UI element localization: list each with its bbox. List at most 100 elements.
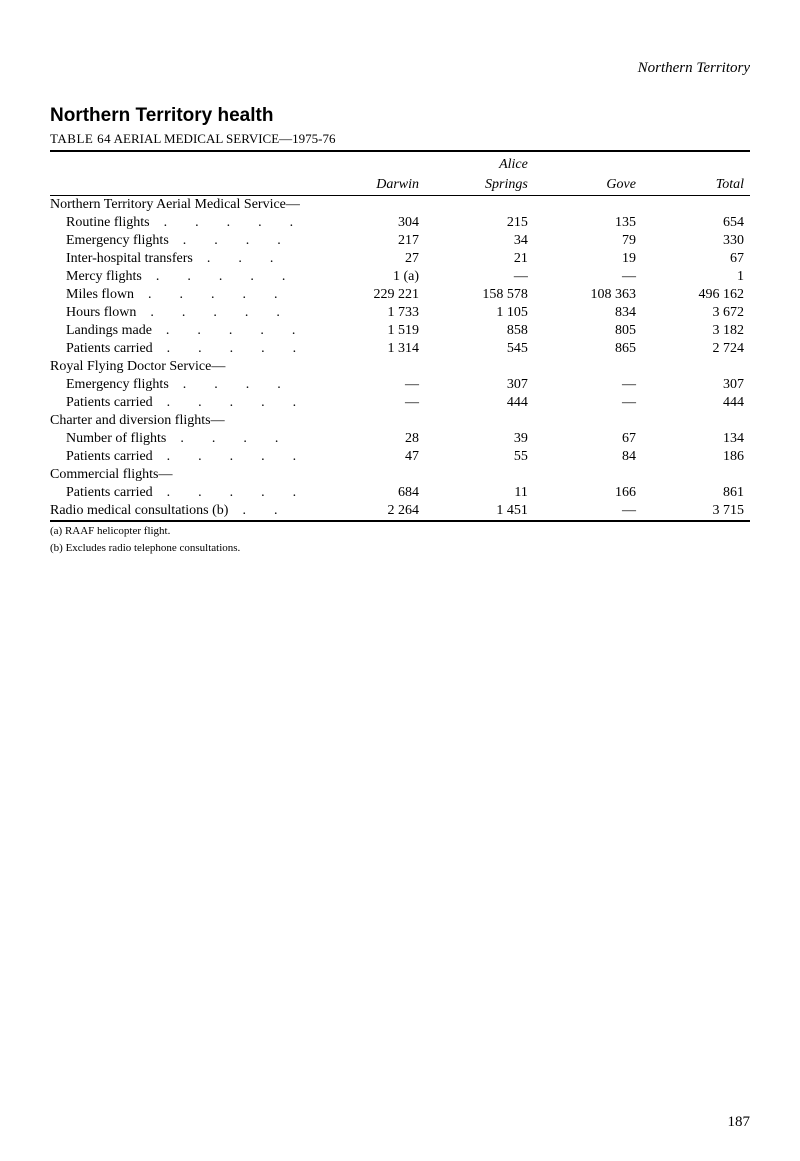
cell-total: 3 182 — [642, 322, 750, 340]
row-label: Patients carried . . . . . — [50, 448, 316, 466]
cell-alice: 11 — [425, 484, 534, 502]
table-row: Patients carried . . . . . 1 3145458652 … — [50, 340, 750, 358]
cell-alice: — — [425, 268, 534, 286]
cell-darwin: — — [316, 394, 425, 412]
table-row: Mercy flights . . . . . 1 (a)——1 — [50, 268, 750, 286]
table-number: TABLE 64 — [50, 131, 111, 146]
cell-gove: — — [534, 268, 642, 286]
cell-alice: 1 105 — [425, 304, 534, 322]
cell-total: 134 — [642, 430, 750, 448]
row-label: Emergency flights . . . . — [50, 376, 316, 394]
cell-gove: — — [534, 502, 642, 521]
cell-total: 3 672 — [642, 304, 750, 322]
row-label: Patients carried . . . . . — [50, 484, 316, 502]
cell-total: 307 — [642, 376, 750, 394]
table-body: Northern Territory Aerial Medical Servic… — [50, 196, 750, 522]
table-row: Routine flights . . . . . 304215135654 — [50, 214, 750, 232]
cell-total: 861 — [642, 484, 750, 502]
row-label: Inter-hospital transfers . . . — [50, 250, 316, 268]
cell-alice: 158 578 — [425, 286, 534, 304]
table-row: Number of flights . . . . 283967134 — [50, 430, 750, 448]
cell-darwin: 684 — [316, 484, 425, 502]
cell-darwin: 304 — [316, 214, 425, 232]
group-header: Commercial flights— — [50, 466, 750, 484]
group-header: Northern Territory Aerial Medical Servic… — [50, 196, 750, 215]
cell-gove: 805 — [534, 322, 642, 340]
col-head-alice-l1: Alice — [425, 155, 534, 175]
col-head-alice-l2: Springs — [425, 175, 534, 196]
cell-alice: 21 — [425, 250, 534, 268]
group-label: Commercial flights— — [50, 466, 750, 484]
section-title: Northern Territory health — [50, 105, 750, 127]
group-label: Northern Territory Aerial Medical Servic… — [50, 196, 750, 215]
table-row: Inter-hospital transfers . . . 27211967 — [50, 250, 750, 268]
table-row: Emergency flights . . . . —307—307 — [50, 376, 750, 394]
cell-total: 67 — [642, 250, 750, 268]
data-table: Alice Darwin Springs Gove Total Northern… — [50, 150, 750, 522]
cell-alice: 545 — [425, 340, 534, 358]
cell-gove: 108 363 — [534, 286, 642, 304]
row-label: Emergency flights . . . . — [50, 232, 316, 250]
col-head-stub-b — [50, 175, 316, 196]
col-head-total — [642, 155, 750, 175]
cell-darwin: 47 — [316, 448, 425, 466]
row-label: Routine flights . . . . . — [50, 214, 316, 232]
footnote: (a) RAAF helicopter flight. — [50, 524, 750, 539]
col-head-darwin — [316, 155, 425, 175]
col-head-stub — [50, 155, 316, 175]
row-label: Mercy flights . . . . . — [50, 268, 316, 286]
running-header: Northern Territory — [50, 60, 750, 77]
col-head-total-b: Total — [642, 175, 750, 196]
cell-alice: 307 — [425, 376, 534, 394]
col-head-gove — [534, 155, 642, 175]
page-number: 187 — [728, 1114, 751, 1131]
group-label: Charter and diversion flights— — [50, 412, 750, 430]
row-label: Hours flown . . . . . — [50, 304, 316, 322]
cell-gove: — — [534, 394, 642, 412]
footnotes: (a) RAAF helicopter flight. (b) Excludes … — [50, 524, 750, 556]
cell-gove: — — [534, 376, 642, 394]
cell-alice: 444 — [425, 394, 534, 412]
col-head-darwin-b: Darwin — [316, 175, 425, 196]
cell-darwin: 1 (a) — [316, 268, 425, 286]
cell-total: 654 — [642, 214, 750, 232]
cell-gove: 67 — [534, 430, 642, 448]
cell-gove: 84 — [534, 448, 642, 466]
row-label: Miles flown . . . . . — [50, 286, 316, 304]
row-label: Patients carried . . . . . — [50, 394, 316, 412]
cell-darwin: 2 264 — [316, 502, 425, 521]
cell-gove: 135 — [534, 214, 642, 232]
cell-alice: 34 — [425, 232, 534, 250]
cell-gove: 834 — [534, 304, 642, 322]
table-row: Radio medical consultations (b) . . 2 26… — [50, 502, 750, 521]
table-row: Emergency flights . . . . 2173479330 — [50, 232, 750, 250]
cell-darwin: 1 314 — [316, 340, 425, 358]
cell-gove: 19 — [534, 250, 642, 268]
group-header: Charter and diversion flights— — [50, 412, 750, 430]
cell-total: 2 724 — [642, 340, 750, 358]
row-label: Radio medical consultations (b) . . — [50, 502, 316, 521]
cell-alice: 858 — [425, 322, 534, 340]
cell-alice: 55 — [425, 448, 534, 466]
cell-darwin: 1 733 — [316, 304, 425, 322]
table-title: AERIAL MEDICAL SERVICE—1975-76 — [111, 131, 335, 146]
cell-alice: 1 451 — [425, 502, 534, 521]
cell-total: 1 — [642, 268, 750, 286]
cell-darwin: 1 519 — [316, 322, 425, 340]
cell-gove: 166 — [534, 484, 642, 502]
cell-alice: 215 — [425, 214, 534, 232]
cell-darwin: 217 — [316, 232, 425, 250]
footnote: (b) Excludes radio telephone consultatio… — [50, 541, 750, 556]
cell-gove: 865 — [534, 340, 642, 358]
table-row: Hours flown . . . . . 1 7331 1058343 672 — [50, 304, 750, 322]
cell-gove: 79 — [534, 232, 642, 250]
cell-total: 3 715 — [642, 502, 750, 521]
cell-alice: 39 — [425, 430, 534, 448]
table-row: Patients carried . . . . . 475584186 — [50, 448, 750, 466]
group-label: Royal Flying Doctor Service— — [50, 358, 750, 376]
cell-darwin: 28 — [316, 430, 425, 448]
cell-total: 444 — [642, 394, 750, 412]
table-row: Patients carried . . . . . 68411166861 — [50, 484, 750, 502]
row-label: Number of flights . . . . — [50, 430, 316, 448]
cell-darwin: — — [316, 376, 425, 394]
